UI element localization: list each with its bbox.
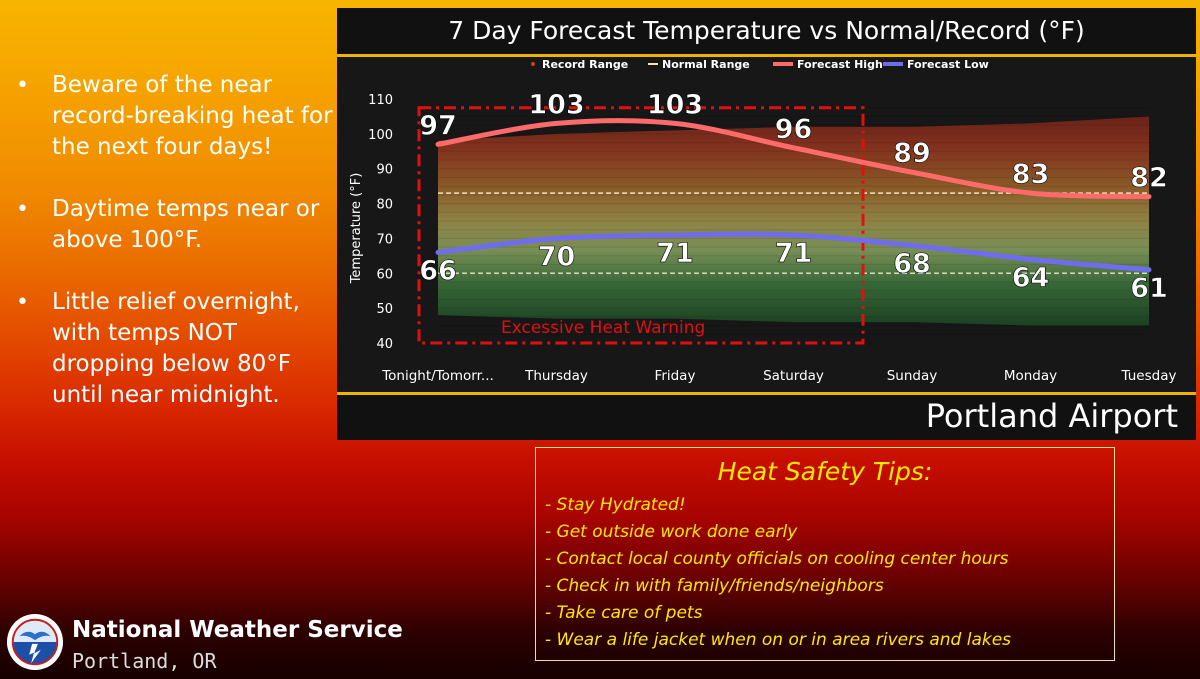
key-messages-list: Beware of the near record-breaking heat …	[16, 70, 334, 442]
y-tick-label: 50	[376, 302, 393, 317]
legend-record-marker	[531, 62, 535, 66]
forecast-low-label: 71	[656, 238, 694, 269]
tips-list: - Stay Hydrated! - Get outside work done…	[536, 492, 1114, 654]
x-tick-label: Sunday	[887, 368, 938, 384]
tip-item: - Wear a life jacket when on or in area …	[545, 630, 1012, 650]
tip-item: - Stay Hydrated!	[545, 495, 686, 515]
forecast-high-label: 103	[528, 89, 584, 120]
tips-title: Heat Safety Tips:	[717, 457, 933, 486]
office-name: Portland, OR	[72, 649, 217, 673]
key-message: Daytime temps near or above 100°F.	[16, 194, 334, 256]
y-tick-label: 90	[376, 163, 393, 178]
y-tick-label: 110	[368, 93, 393, 108]
forecast-low-point	[554, 236, 559, 241]
forecast-high-label: 83	[1012, 159, 1050, 190]
forecast-low-point	[791, 232, 796, 237]
tip-item: - Get outside work done early	[545, 522, 798, 542]
forecast-high-point	[673, 121, 677, 126]
forecast-low-point	[673, 232, 677, 237]
forecast-high-point	[436, 142, 440, 147]
chart-title: 7 Day Forecast Temperature vs Normal/Rec…	[337, 8, 1196, 57]
forecast-low-label: 70	[538, 241, 576, 272]
forecast-low-point	[436, 250, 440, 255]
legend-entry: Forecast High	[797, 58, 883, 71]
forecast-high-point	[910, 170, 914, 175]
nws-logo-icon	[6, 613, 64, 671]
heat-warning-box	[417, 106, 865, 345]
station-name: Portland Airport	[925, 397, 1178, 435]
heat-safety-tips-box: Heat Safety Tips: - Stay Hydrated! - Get…	[535, 447, 1115, 661]
x-tick-label: Friday	[655, 368, 696, 384]
forecast-high-point	[1028, 191, 1033, 196]
tip-item: - Contact local county officials on cool…	[545, 549, 1009, 569]
x-tick-label: Tonight/Tomorr...	[381, 368, 494, 384]
key-message: Beware of the near record-breaking heat …	[16, 70, 334, 163]
forecast-low-label: 66	[419, 255, 457, 286]
forecast-low-point	[1028, 257, 1033, 262]
forecast-low-label: 71	[775, 238, 813, 269]
y-axis-label: Temperature (°F)	[349, 173, 364, 285]
forecast-high-point	[1147, 194, 1151, 199]
x-tick-label: Tuesday	[1121, 368, 1177, 384]
forecast-high-point	[554, 121, 559, 126]
forecast-low-label: 64	[1012, 262, 1050, 293]
x-tick-label: Monday	[1004, 368, 1057, 384]
heat-warning-label: Excessive Heat Warning	[501, 318, 705, 338]
forecast-low-label: 61	[1130, 273, 1168, 304]
forecast-low-point	[910, 243, 914, 248]
y-tick-label: 100	[368, 128, 393, 143]
agency-name: National Weather Service	[72, 617, 403, 643]
station-bar: Portland Airport	[337, 392, 1196, 440]
y-tick-label: 40	[376, 337, 393, 352]
legend-entry: Normal Range	[662, 58, 750, 71]
y-tick-label: 70	[376, 232, 393, 247]
forecast-high-point	[791, 145, 796, 150]
tip-item: - Check in with family/friends/neighbors	[545, 576, 884, 596]
forecast-high-label: 89	[893, 138, 931, 169]
x-tick-label: Thursday	[524, 368, 588, 384]
legend-entry: Forecast Low	[907, 58, 989, 71]
forecast-low-point	[1147, 267, 1151, 272]
forecast-high-label: 96	[775, 114, 813, 145]
forecast-high-label: 82	[1130, 163, 1168, 194]
forecast-high-label: 97	[419, 110, 457, 141]
y-tick-label: 60	[376, 267, 393, 282]
legend-entry: Record Range	[542, 58, 628, 71]
forecast-chart: 40 50 60 70 80 90 100 110 Temperature (°F) Tonigh…	[349, 58, 1177, 384]
tip-item: - Take care of pets	[545, 603, 703, 623]
forecast-chart-panel: 40 50 60 70 80 90 100 110 Temperature (°F) Tonigh…	[337, 8, 1196, 440]
forecast-high-label: 103	[647, 89, 703, 120]
forecast-low-label: 68	[893, 248, 931, 279]
y-tick-label: 80	[376, 198, 393, 213]
x-tick-label: Saturday	[763, 368, 824, 384]
key-message: Little relief overnight, with temps NOT …	[16, 287, 334, 411]
